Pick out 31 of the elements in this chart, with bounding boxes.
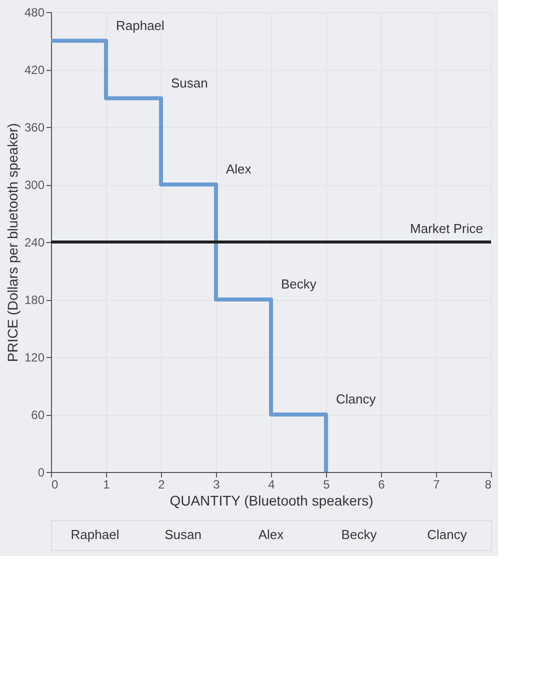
text: Becky bbox=[341, 527, 378, 542]
text: Alex bbox=[258, 527, 284, 542]
y-tick-label: 480 bbox=[24, 6, 45, 20]
x-tick-label: 2 bbox=[158, 478, 166, 492]
x-tick-label: 4 bbox=[268, 478, 276, 492]
text: Susan bbox=[164, 527, 202, 542]
x-tick-label: 1 bbox=[103, 478, 110, 492]
x-tick-label: 5 bbox=[323, 478, 330, 492]
x-tick-label: 7 bbox=[433, 478, 440, 492]
annotation: Alex bbox=[226, 162, 252, 176]
text: Raphael bbox=[70, 527, 120, 542]
y-tick-label: 180 bbox=[24, 293, 45, 307]
annotation: Susan bbox=[171, 75, 208, 90]
y-tick-label: 0 bbox=[38, 466, 45, 480]
text: Clancy bbox=[427, 527, 468, 542]
x-tick-label: 6 bbox=[378, 478, 386, 492]
x-tick-label: 3 bbox=[213, 478, 220, 492]
y-tick-label: 120 bbox=[24, 350, 45, 364]
x-tick-label: 0 bbox=[52, 478, 58, 492]
ref-line-label: Market Price bbox=[410, 221, 483, 236]
y-tick-label: 240 bbox=[24, 236, 45, 250]
y-tick-label: 300 bbox=[24, 178, 45, 192]
y-axis-title: PRICE (Dollars per bluetooth speaker) bbox=[4, 123, 20, 362]
annotation: Raphael bbox=[116, 18, 165, 33]
y-tick-label: 420 bbox=[24, 63, 45, 77]
annotation: Clancy bbox=[336, 392, 376, 406]
y-tick-label: 60 bbox=[31, 408, 45, 422]
x-axis-title: QUANTITY (Bluetooth speakers) bbox=[170, 492, 374, 508]
y-tick-label: 360 bbox=[24, 120, 45, 134]
x-tick-label: 8 bbox=[484, 478, 492, 492]
annotation: Becky bbox=[281, 276, 317, 292]
